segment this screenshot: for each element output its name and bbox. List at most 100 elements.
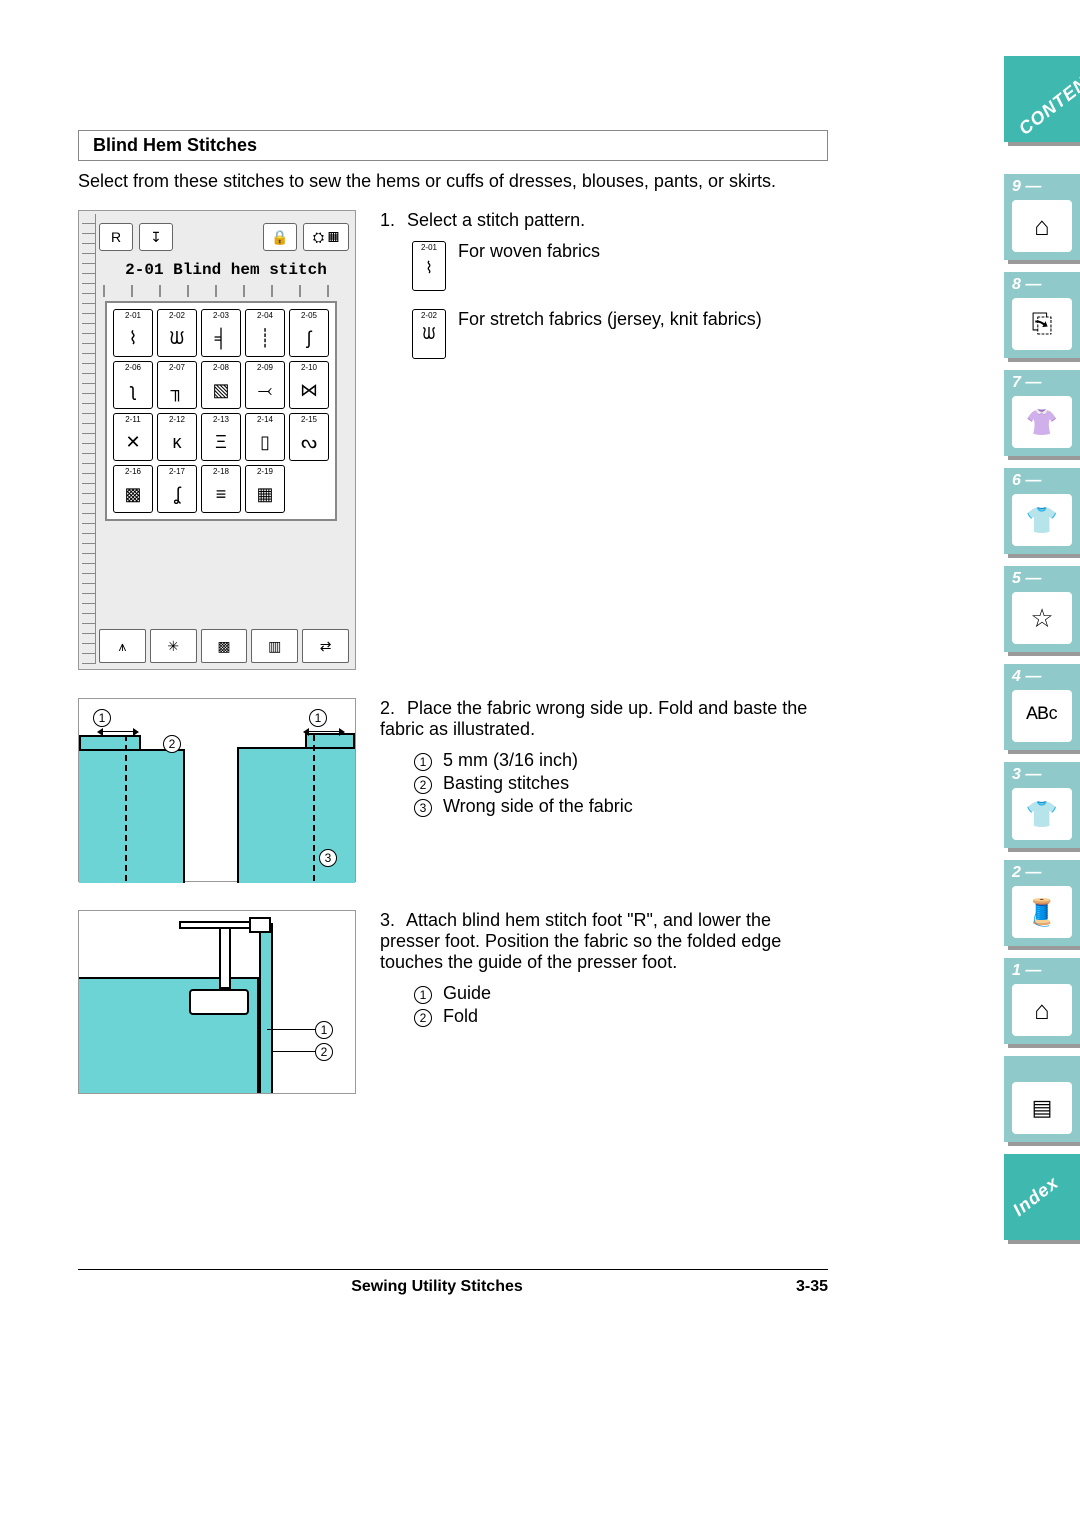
- chapter-tab[interactable]: 9 —⌂: [1004, 174, 1080, 260]
- screen-bottom-button[interactable]: ✳: [150, 629, 197, 663]
- lock-icon[interactable]: 🔒: [263, 223, 297, 251]
- stitch-glyph-icon: ▯: [246, 426, 284, 458]
- stitch-number: 2-02: [158, 311, 196, 320]
- screen-side-scale: [82, 214, 96, 664]
- stitch-button[interactable]: 2-17 ʆ: [157, 465, 197, 513]
- glossary-icon: ▤: [1012, 1082, 1072, 1134]
- stitch-button[interactable]: 2-18≡: [201, 465, 241, 513]
- intro-text: Select from these stitches to sew the he…: [78, 171, 828, 192]
- stitch-button[interactable]: 2-12κ: [157, 413, 197, 461]
- stitch-number: 2-07: [158, 363, 196, 372]
- stitch-button[interactable]: 2-14 ▯: [245, 413, 285, 461]
- tab-number: 6 —: [1012, 472, 1041, 490]
- stitch-number: 2-11: [114, 415, 152, 424]
- stitch-button[interactable]: 2-19▦: [245, 465, 285, 513]
- stitch-number: 2-15: [290, 415, 328, 424]
- stitch-option-stretch[interactable]: 2-02 ᙎ: [412, 309, 446, 359]
- stitch-button[interactable]: 2-01⌇: [113, 309, 153, 357]
- stitch-number: 2-19: [246, 467, 284, 476]
- fabric-shape: [237, 747, 355, 883]
- stitch-glyph-icon: Ξ: [202, 426, 240, 458]
- stitch-button[interactable]: 2-07 ╖: [157, 361, 197, 409]
- stitch-option-woven[interactable]: 2-01 ⌇: [412, 241, 446, 291]
- stitch-button[interactable]: 2-10⋈: [289, 361, 329, 409]
- tab-number: 2 —: [1012, 864, 1041, 882]
- stitch-number: 2-08: [202, 363, 240, 372]
- stitch-glyph-icon: ⌇: [413, 258, 445, 278]
- screen-header: R ↧ 🔒 ⛭ ▦: [85, 217, 349, 257]
- tab-index-label: Index: [1009, 1172, 1063, 1221]
- callout-number-icon: 2: [414, 1009, 432, 1027]
- callout-number-icon: 1: [414, 753, 432, 771]
- page-footer: Sewing Utility Stitches 3-35: [78, 1269, 828, 1296]
- stitch-glyph-icon: ╡: [202, 322, 240, 354]
- chapter-tab[interactable]: 3 —👕: [1004, 762, 1080, 848]
- needle-icon[interactable]: ↧: [139, 223, 173, 251]
- presser-foot-illustration: [179, 921, 259, 1015]
- stitch-button[interactable]: 2-04┊: [245, 309, 285, 357]
- stitch-button[interactable]: 2-15ᔓ: [289, 413, 329, 461]
- leader-line: [267, 1029, 319, 1030]
- screen-bottom-bar: ⩚✳▩▥⇄: [99, 629, 349, 663]
- tab-glossary[interactable]: ▤: [1004, 1056, 1080, 1142]
- dimension-callout: 1: [309, 709, 327, 727]
- stitch-button[interactable]: 2-11✕: [113, 413, 153, 461]
- stitch-button[interactable]: 2-02ᙎ: [157, 309, 197, 357]
- stitch-number: 2-01: [114, 311, 152, 320]
- step-1-text: Select a stitch pattern.: [407, 210, 585, 230]
- step-number: 1.: [380, 210, 402, 231]
- tab-chapter-icon: ⌂: [1012, 984, 1072, 1036]
- dimension-callout: 1: [93, 709, 111, 727]
- screen-bottom-button[interactable]: ▩: [201, 629, 248, 663]
- toolbar-icon[interactable]: ⛭ ▦: [303, 223, 349, 251]
- tab-number: 9 —: [1012, 178, 1041, 196]
- stitch-glyph-icon: ╖: [158, 374, 196, 406]
- callout-number-icon: 1: [93, 709, 111, 727]
- chapter-tab[interactable]: 1 —⌂: [1004, 958, 1080, 1044]
- presser-foot-icon[interactable]: R: [99, 223, 133, 251]
- screen-bottom-button[interactable]: ⇄: [302, 629, 349, 663]
- stitch-button[interactable]: 2-09⤙: [245, 361, 285, 409]
- stitch-glyph-icon: ʆ: [158, 478, 196, 510]
- dim-arrow: [101, 731, 135, 732]
- fabric-shape: [79, 735, 141, 749]
- stitch-number: 2-09: [246, 363, 284, 372]
- chapter-tab[interactable]: 6 —👕: [1004, 468, 1080, 554]
- stitch-button[interactable]: 2-13 Ξ: [201, 413, 241, 461]
- stitch-number: 2-13: [202, 415, 240, 424]
- leader-line: [273, 1051, 319, 1052]
- stitch-glyph-icon: κ: [158, 426, 196, 458]
- tab-contents[interactable]: CONTENTS: [1004, 56, 1080, 142]
- option-stretch-desc: For stretch fabrics (jersey, knit fabric…: [458, 309, 762, 330]
- chapter-tab[interactable]: 4 —ᴬᴮᶜ: [1004, 664, 1080, 750]
- screen-bottom-button[interactable]: ▥: [251, 629, 298, 663]
- stitch-option-num: 2-02: [421, 311, 437, 320]
- chapter-tab[interactable]: 5 —☆: [1004, 566, 1080, 652]
- chapter-tab[interactable]: 7 —👚: [1004, 370, 1080, 456]
- stitch-button[interactable]: 2-06ʅ: [113, 361, 153, 409]
- stitch-glyph-icon: ▧: [202, 374, 240, 406]
- stitch-button[interactable]: 2-08 ▧: [201, 361, 241, 409]
- stitch-number: 2-17: [158, 467, 196, 476]
- callout-item: 2 Fold: [414, 1006, 828, 1027]
- stitch-number: 2-14: [246, 415, 284, 424]
- stitch-button[interactable]: 2-16▩: [113, 465, 153, 513]
- stitch-button[interactable]: 2-03╡: [201, 309, 241, 357]
- screen-bottom-button[interactable]: ⩚: [99, 629, 146, 663]
- step-2: 2. Place the fabric wrong side up. Fold …: [380, 698, 828, 740]
- tab-chapter-icon: 🧵: [1012, 886, 1072, 938]
- fold-diagram: 1 1 2 3: [78, 698, 356, 882]
- chapter-tab[interactable]: 8 —⎘: [1004, 272, 1080, 358]
- stitch-option-num: 2-01: [421, 243, 437, 252]
- tab-number: 7 —: [1012, 374, 1041, 392]
- stitch-button[interactable]: 2-05ʃ: [289, 309, 329, 357]
- tab-number: 4 —: [1012, 668, 1041, 686]
- chapter-tab[interactable]: 2 — 🧵: [1004, 860, 1080, 946]
- stitch-number: 2-10: [290, 363, 328, 372]
- tab-index[interactable]: Index: [1004, 1154, 1080, 1240]
- stitch-name-bar: 2-01 Blind hem stitch: [103, 257, 349, 283]
- stitch-glyph-icon: ʅ: [114, 374, 152, 406]
- step-3-callouts: 1 Guide2 Fold: [414, 983, 828, 1027]
- tab-number: 3 —: [1012, 766, 1041, 784]
- option-woven-desc: For woven fabrics: [458, 241, 600, 262]
